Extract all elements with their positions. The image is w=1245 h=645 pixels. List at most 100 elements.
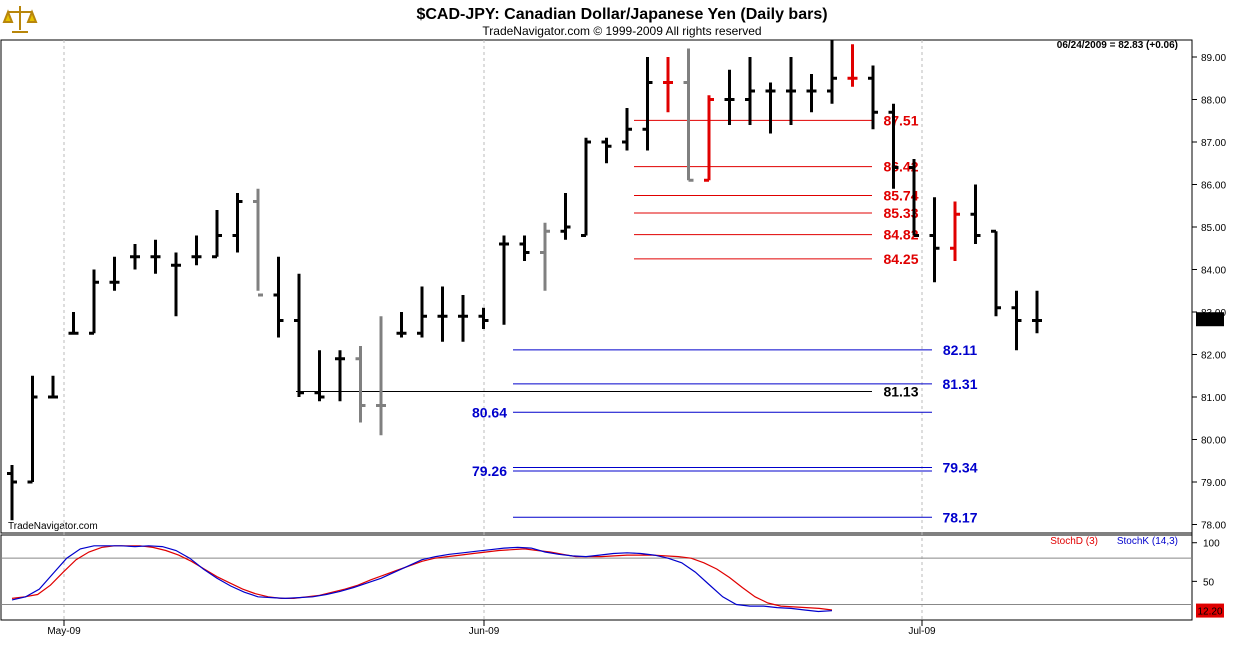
- x-tick-label: Jul-09: [908, 626, 936, 637]
- ohlc-bar: [478, 307, 489, 329]
- ohlc-bar: [663, 57, 673, 113]
- chart-subtitle: TradeNavigator.com © 1999-2009 All right…: [482, 24, 761, 38]
- stoch-last-label: 12.20: [1197, 607, 1222, 618]
- watermark: TradeNavigator.com: [8, 521, 98, 532]
- ohlc-bar: [191, 235, 202, 266]
- ohlc-bar: [130, 244, 140, 270]
- last-price-box: [1196, 312, 1224, 327]
- ohlc-bar: [253, 188, 263, 297]
- level-label: 79.26: [472, 463, 507, 479]
- ohlc-bar: [765, 82, 776, 134]
- ohlc-bar: [68, 312, 79, 335]
- x-tick-label: May-09: [47, 626, 81, 637]
- ohlc-bar: [704, 95, 714, 182]
- y-tick-label: 79.00: [1201, 478, 1226, 489]
- ohlc-bar: [950, 201, 960, 261]
- level-label: 81.31: [942, 376, 977, 392]
- ohlc-bar: [868, 65, 878, 130]
- last-price-label: 82.83: [1197, 315, 1222, 326]
- ohlc-bar: [560, 193, 571, 240]
- stoch-series-line: [11, 545, 833, 611]
- level-label: 85.33: [883, 205, 918, 221]
- legend-stochk: StochK (14,3): [1117, 536, 1178, 547]
- ohlc-bar: [396, 312, 407, 338]
- ohlc-bar: [519, 235, 530, 261]
- ohlc-bar: [314, 350, 325, 402]
- y-tick-label: 89.00: [1201, 53, 1226, 64]
- ohlc-bar: [212, 210, 222, 259]
- ohlc-bar: [540, 222, 550, 291]
- y-tick-label: 81.00: [1201, 393, 1226, 404]
- ohlc-bar: [745, 57, 755, 125]
- quote-readout: 06/24/2009 = 82.83 (+0.06): [1057, 40, 1178, 51]
- ohlc-bar: [335, 350, 345, 402]
- ohlc-bar: [622, 108, 632, 151]
- stoch-tick-label: 50: [1203, 577, 1215, 588]
- ohlc-bar: [150, 239, 161, 274]
- y-tick-label: 80.00: [1201, 436, 1226, 447]
- y-tick-label: 87.00: [1201, 138, 1226, 149]
- ohlc-bar: [417, 286, 427, 338]
- ohlc-bar: [89, 269, 99, 335]
- grid-layer: [63, 40, 923, 620]
- ohlc-bar: [7, 465, 17, 521]
- level-label: 85.74: [883, 188, 918, 204]
- x-tick-label: Jun-09: [469, 626, 500, 637]
- ohlc-bar: [232, 193, 243, 253]
- level-label: 82.11: [943, 342, 977, 358]
- ohlc-bar: [1032, 290, 1042, 334]
- y-tick-label: 86.00: [1201, 181, 1226, 192]
- stoch-legend: StochD (3) StochK (14,3): [1050, 536, 1178, 547]
- ohlc-bar: [909, 159, 919, 237]
- ohlc-bar: [847, 44, 858, 87]
- y-axis: 78.0079.0080.0081.0082.0083.0084.0085.00…: [1192, 53, 1226, 532]
- ohlc-bar: [806, 74, 817, 113]
- ohlc-bar: [1011, 290, 1022, 351]
- stoch-tick-label: 100: [1203, 539, 1220, 550]
- stoch-panel: [0, 534, 1193, 621]
- stochastic-layer: 100 50 12.20: [1, 539, 1224, 618]
- ohlc-bar: [991, 229, 1001, 317]
- ohlc-bar: [355, 346, 366, 423]
- ohlc-bar: [827, 40, 837, 104]
- y-tick-label: 84.00: [1201, 266, 1226, 277]
- y-tick-label: 88.00: [1201, 96, 1226, 107]
- level-label: 87.51: [883, 112, 918, 128]
- stoch-series-line: [11, 545, 833, 613]
- level-label: 78.17: [942, 509, 977, 525]
- ohlc-bar: [499, 235, 509, 325]
- ohlc-bar: [888, 103, 899, 189]
- y-tick-label: 85.00: [1201, 223, 1226, 234]
- level-label: 84.25: [883, 251, 918, 267]
- ohlc-bar: [376, 316, 386, 436]
- ohlc-bar: [683, 48, 694, 182]
- level-label: 81.13: [883, 383, 918, 399]
- ohlc-bar: [581, 137, 591, 237]
- ohlc-bar: [171, 252, 181, 317]
- level-label: 84.82: [883, 227, 918, 243]
- legend-stochd: StochD (3): [1050, 536, 1098, 547]
- stoch-last-box: [1196, 603, 1224, 618]
- ohlc-bar: [786, 57, 796, 125]
- tradenavigator-logo-icon: [2, 3, 38, 37]
- ohlc-bar: [294, 273, 304, 397]
- y-tick-label: 82.00: [1201, 351, 1226, 362]
- ohlc-bar: [48, 375, 58, 399]
- bar-layer: [7, 40, 1042, 521]
- level-label: 79.34: [942, 460, 977, 476]
- ohlc-bar: [109, 256, 120, 291]
- x-axis: May-09 Jun-09 Jul-09: [47, 620, 936, 637]
- ohlc-bar: [601, 137, 612, 164]
- ohlc-bar: [724, 69, 735, 125]
- ohlc-bar: [273, 256, 284, 338]
- ohlc-bar: [437, 286, 448, 342]
- level-label: 80.64: [472, 404, 507, 420]
- ohlc-bar: [458, 295, 468, 342]
- ohlc-bar: [642, 57, 653, 151]
- ohlc-bar: [27, 375, 38, 484]
- y-tick-label: 78.00: [1201, 521, 1226, 532]
- chart-title: $CAD-JPY: Canadian Dollar/Japanese Yen (…: [416, 6, 827, 23]
- ohlc-bar: [929, 197, 940, 283]
